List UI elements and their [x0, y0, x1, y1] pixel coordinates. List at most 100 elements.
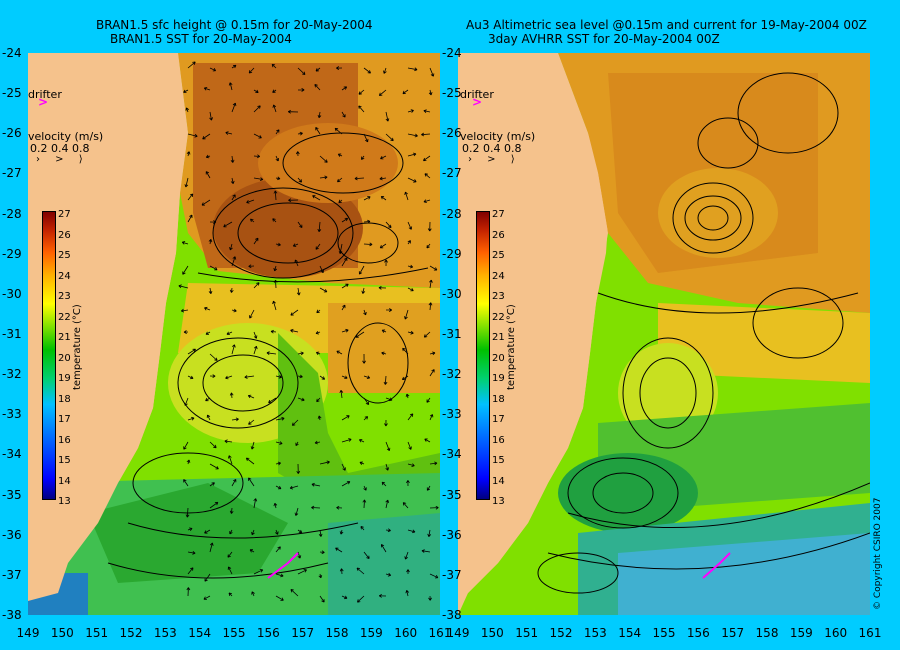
current-arrow	[407, 330, 414, 335]
current-arrow	[428, 89, 433, 96]
current-arrow	[231, 194, 236, 201]
colorbar-tick-label: 17	[58, 414, 71, 425]
lon-tick-label: 154	[188, 626, 212, 640]
lat-tick-label: -25	[2, 86, 22, 101]
current-arrow	[385, 463, 389, 471]
current-arrow	[363, 196, 371, 201]
left-colorbar	[42, 211, 56, 500]
current-arrow	[341, 257, 348, 267]
current-arrow	[359, 461, 365, 465]
current-arrow	[314, 84, 321, 91]
current-arrow	[209, 67, 217, 72]
colorbar-tick-label: 23	[492, 291, 505, 302]
current-arrow	[318, 529, 323, 537]
current-arrow	[250, 441, 255, 450]
current-arrow	[381, 544, 387, 553]
current-arrow	[336, 350, 343, 355]
current-arrow	[209, 463, 219, 470]
current-arrow	[423, 331, 431, 338]
current-arrow	[208, 239, 213, 245]
current-arrow	[424, 173, 431, 179]
current-arrow	[291, 419, 299, 426]
current-arrow	[338, 199, 343, 203]
current-arrow	[253, 569, 264, 575]
current-arrow	[429, 369, 435, 377]
current-arrow	[204, 306, 211, 311]
current-arrow	[407, 109, 414, 113]
current-arrow	[363, 133, 369, 143]
right-colorbar-label: temperature (°C)	[506, 304, 517, 390]
current-arrow	[385, 528, 391, 533]
current-arrow	[358, 265, 365, 275]
current-arrow	[407, 441, 412, 450]
current-arrow	[421, 549, 431, 553]
current-arrow	[356, 567, 365, 575]
lon-tick-label: 156	[256, 626, 280, 640]
current-arrow	[363, 375, 371, 379]
current-arrow	[248, 264, 255, 269]
current-arrow	[223, 221, 233, 228]
current-arrow	[407, 240, 411, 245]
current-arrow	[334, 127, 343, 135]
current-arrow	[335, 547, 343, 553]
current-arrow	[319, 375, 326, 380]
current-arrow	[205, 331, 211, 335]
current-arrow	[429, 573, 439, 579]
current-arrow	[205, 171, 211, 179]
current-arrow	[292, 243, 299, 247]
lat-tick-label: -31	[442, 327, 462, 341]
lat-tick-label: -38	[442, 608, 462, 622]
right-map-canvas	[458, 53, 870, 615]
current-arrow	[275, 155, 279, 162]
lon-tick-label: 150	[50, 626, 74, 640]
current-arrow	[423, 109, 431, 113]
left-title-line2: BRAN1.5 SST for 20-May-2004	[110, 32, 292, 46]
current-arrow	[187, 214, 193, 223]
current-arrow	[379, 243, 387, 249]
current-arrow	[407, 264, 414, 269]
current-arrow	[407, 67, 418, 72]
current-arrow	[270, 329, 277, 334]
colorbar-tick-label: 16	[492, 434, 505, 446]
current-arrow	[315, 67, 321, 72]
lat-tick-label: -38	[2, 608, 22, 622]
left-map-panel	[28, 53, 440, 615]
colorbar-tick-label: 18	[58, 393, 71, 405]
colorbar-tick-label: 20	[492, 352, 505, 364]
current-arrow	[209, 542, 214, 553]
right-velocity-arrows: › > ⟩	[468, 154, 521, 165]
lat-tick-label: -24	[2, 46, 22, 60]
current-arrow	[404, 191, 409, 201]
current-arrow	[253, 105, 261, 113]
current-arrow	[339, 568, 344, 575]
lon-tick-label: 149	[16, 626, 40, 640]
current-arrow	[187, 567, 194, 575]
lon-tick-label: 150	[480, 626, 504, 640]
colorbar-tick-label: 18	[492, 393, 505, 405]
current-arrow	[182, 265, 189, 275]
current-arrow	[253, 345, 258, 355]
current-arrow	[228, 82, 233, 91]
current-arrow	[317, 111, 322, 119]
lat-tick-label: -34	[2, 447, 22, 462]
lon-tick-label: 160	[394, 626, 418, 640]
current-arrow	[427, 529, 432, 537]
current-arrow	[380, 196, 387, 201]
current-arrow	[401, 375, 409, 380]
lon-tick-label: 161	[428, 626, 452, 640]
current-arrow	[341, 283, 349, 289]
current-arrow	[231, 344, 236, 355]
lat-tick-label: -27	[442, 166, 462, 181]
lon-tick-label: 151	[85, 626, 109, 640]
current-arrow	[315, 351, 321, 356]
current-arrow	[297, 221, 303, 228]
current-arrow	[319, 287, 328, 293]
lat-tick-label: -26	[442, 126, 462, 141]
current-arrow	[272, 89, 277, 93]
current-arrow	[312, 195, 321, 201]
current-arrow	[187, 61, 196, 69]
current-arrow	[341, 438, 352, 443]
copyright-text: © Copyright CSIRO 2007	[873, 497, 883, 610]
current-arrow	[339, 529, 344, 535]
current-arrow	[385, 397, 393, 402]
